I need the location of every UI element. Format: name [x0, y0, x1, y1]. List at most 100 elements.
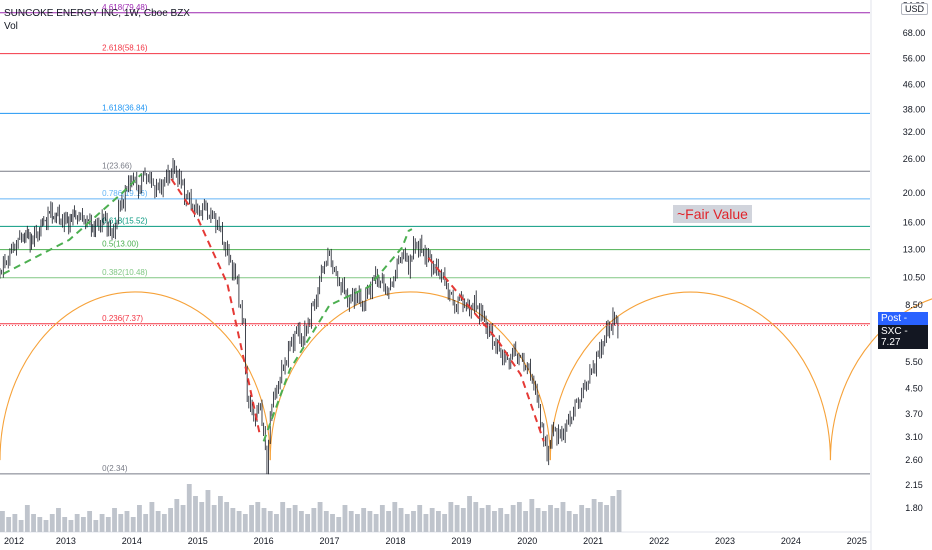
currency-selector[interactable]: USD [900, 3, 928, 15]
volume-bar [205, 490, 211, 532]
x-tick-label: 2020 [517, 536, 537, 546]
volume-bar [423, 514, 429, 532]
volume-bar [261, 508, 267, 532]
volume-bar [317, 502, 323, 532]
x-tick-label: 2023 [715, 536, 735, 546]
volume-bar [280, 502, 286, 532]
y-tick-label: 13.00 [903, 245, 926, 255]
y-tick-label: 20.00 [903, 188, 926, 198]
volume-bar [498, 508, 504, 532]
volume-bar [448, 502, 454, 532]
x-tick-label: 2018 [385, 536, 405, 546]
volume-bar [510, 505, 516, 532]
y-tick-label: 26.00 [903, 154, 926, 164]
volume-bar [168, 508, 173, 532]
volume-bar [99, 514, 105, 532]
fib-level-label: 0.382(10.48) [102, 268, 148, 277]
volume-bar [199, 502, 205, 532]
volume-bar [361, 508, 367, 532]
volume-bar [224, 502, 230, 532]
volume-bar [161, 514, 167, 532]
y-tick-label: 4.50 [905, 383, 923, 393]
volume-bar [62, 517, 68, 532]
y-tick-label: 56.00 [903, 54, 926, 64]
fib-level-label: 0.236(7.37) [102, 314, 143, 323]
fib-level-label: 2.618(58.16) [102, 44, 148, 53]
volume-bar [230, 508, 236, 532]
volume-bar [93, 520, 99, 532]
fib-level-label: 1.618(36.84) [102, 103, 148, 112]
volume-bar [616, 490, 622, 532]
volume-bar [155, 511, 161, 532]
y-tick-label: 32.00 [903, 127, 926, 137]
uptrend-dash [2, 173, 143, 275]
volume-bar [460, 508, 466, 532]
volume-bar [12, 514, 18, 532]
volume-bar [585, 508, 591, 532]
volume-bar [236, 511, 242, 532]
y-tick-label: 10.50 [903, 273, 926, 283]
volume-bar [529, 499, 535, 532]
volume-bar [504, 514, 510, 532]
last-price-badge: SXC - 7.27 [878, 324, 928, 349]
volume-bar [130, 517, 136, 532]
x-tick-label: 2016 [254, 536, 274, 546]
downtrend-dash [170, 178, 262, 438]
fib-level-label: 0.5(13.00) [102, 240, 139, 249]
cycle-arc [269, 291, 551, 461]
volume-bar [330, 514, 335, 532]
volume-bar [404, 514, 410, 532]
y-tick-label: 5.50 [905, 357, 923, 367]
volume-bar [429, 508, 435, 532]
x-tick-label: 2021 [583, 536, 603, 546]
x-tick-label: 2017 [320, 536, 340, 546]
volume-bar [24, 505, 30, 532]
x-tick-label: 2022 [649, 536, 669, 546]
volume-bar [379, 505, 385, 532]
y-tick-label: 46.00 [903, 79, 926, 89]
volume-bar [355, 514, 360, 532]
volume-bar [604, 505, 609, 532]
volume-bar [286, 508, 292, 532]
volume-bar [411, 511, 416, 532]
volume-bar [292, 505, 298, 532]
volume-bar [435, 511, 441, 532]
volume-bar [186, 484, 192, 532]
volume-bar [267, 511, 273, 532]
volume-bar [566, 511, 572, 532]
chart-title: SUNCOKE ENERGY INC, 1W, Cboe BZX [4, 8, 190, 19]
fib-level-label: 0(2.34) [102, 464, 128, 473]
volume-bar [43, 520, 49, 532]
volume-bar [348, 511, 354, 532]
volume-bar [105, 517, 111, 532]
volume-bar [249, 505, 254, 532]
fib-level-label: 4.618(79.48) [102, 3, 148, 12]
y-tick-label: 2.60 [905, 455, 923, 465]
volume-bar [311, 508, 317, 532]
volume-bar [37, 517, 43, 532]
volume-bar [149, 502, 155, 532]
cycle-arc [549, 291, 832, 461]
volume-bar [485, 505, 491, 532]
volume-bar [180, 505, 186, 532]
volume-bar [74, 514, 80, 532]
volume-bar [467, 496, 472, 532]
volume-bar [112, 508, 117, 532]
volume-bar [579, 505, 585, 532]
y-tick-label: 3.70 [905, 409, 923, 419]
fib-level-label: 0.618(15.52) [102, 216, 148, 225]
x-tick-label: 2014 [122, 536, 142, 546]
volume-bar [274, 514, 279, 532]
volume-bar [49, 514, 55, 532]
volume-bar [298, 511, 304, 532]
volume-bar [560, 502, 566, 532]
volume-bar [137, 505, 142, 532]
volume-bar [610, 496, 616, 532]
volume-bar [398, 508, 404, 532]
volume-bar [18, 520, 24, 532]
downtrend-dash [427, 257, 545, 442]
volume-bar [87, 511, 93, 532]
y-tick-label: 16.00 [903, 217, 926, 227]
volume-bar [367, 511, 373, 532]
